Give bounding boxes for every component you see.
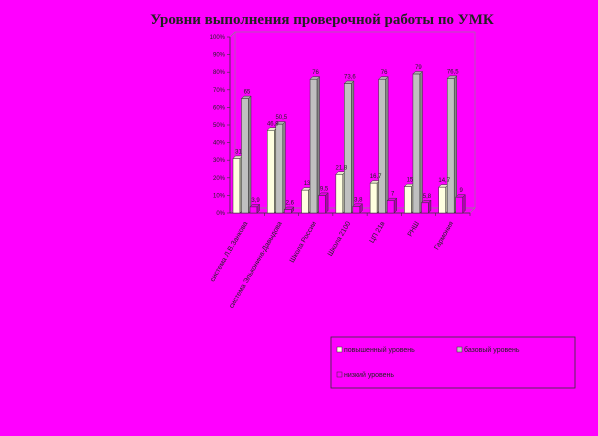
data-label: 3,8 [354,197,363,203]
category-label: Школа 2100 [327,220,353,257]
category-label: система Л.В.Занкова [209,220,249,283]
data-label: 21,8 [336,165,348,171]
category-label: Школа России [289,220,318,264]
data-label: 16,7 [370,174,382,180]
bar [386,197,398,214]
y-tick-label: 10% [213,193,226,199]
category-label: РНШ [407,221,421,238]
bar [352,203,363,214]
y-tick-label: 80% [213,70,226,76]
legend-swatch [336,346,343,353]
legend-swatch [456,346,463,353]
data-label: 76,5 [447,69,459,75]
y-tick-label: 30% [213,158,226,164]
legend-label: базовый уровень [464,346,520,354]
y-axis-depth [229,31,236,38]
data-label: 46,9 [267,121,279,127]
bar [283,206,295,214]
data-label: 15 [407,178,414,184]
legend-item: низкий уровень [336,371,394,379]
y-tick-label: 40% [213,141,226,147]
data-label: 73,6 [344,74,356,80]
bar [403,183,415,214]
bar [343,80,355,214]
legend: повышенный уровень базовый уровень низкий … [330,336,576,389]
y-tick-label: 60% [213,105,226,111]
data-labels: 31 65 3,9 46,950,5 2,6 13 76 9,5 21,8 73,6 3,8 16,7… [235,65,463,207]
bar [309,76,321,214]
y-tick-label: 90% [213,53,226,59]
data-label: 9 [460,188,464,194]
bar [249,203,261,214]
data-label: 5,8 [423,194,432,200]
bar [300,187,312,214]
bar [266,127,278,214]
data-label: 65 [244,90,251,96]
bar [438,184,449,214]
y-tick-label: 70% [213,88,226,94]
category-label: ЦП 21в [369,220,387,244]
y-tick-label: 100% [210,35,226,41]
bar [317,192,329,214]
data-label: 76 [381,70,388,76]
bar [378,76,389,214]
bar [369,179,381,214]
data-label: 13 [304,181,311,187]
legend-label: низкий уровень [344,371,394,379]
bar [232,155,244,214]
data-label: 14,7 [438,178,450,184]
bars [232,70,466,214]
legend-box [330,336,576,389]
legend-label: повышенный уровень [344,346,415,354]
legend-swatch [336,371,343,378]
legend-item: базовый уровень [456,346,520,354]
bar [240,95,252,214]
bar [420,199,432,214]
y-tick-label: 50% [213,123,226,129]
category-label: Гармония [433,220,455,251]
data-label: 79 [415,65,422,71]
bar [446,75,458,214]
y-tick-label: 20% [213,176,226,182]
data-label: 2,6 [286,200,295,206]
bar [455,194,466,214]
data-label: 9,5 [320,186,329,192]
data-label: 50,5 [275,115,287,121]
data-label: 7 [391,192,395,198]
bar [335,171,346,214]
legend-item: повышенный уровень [336,346,415,354]
bar [275,121,286,214]
y-tick-label: 0% [216,211,225,217]
data-label: 31 [235,149,242,155]
data-label: 76 [312,70,319,76]
data-label: 3,9 [251,198,260,204]
chart-title: Уровни выполнения проверочной работы по … [150,12,494,28]
bar [412,70,424,214]
